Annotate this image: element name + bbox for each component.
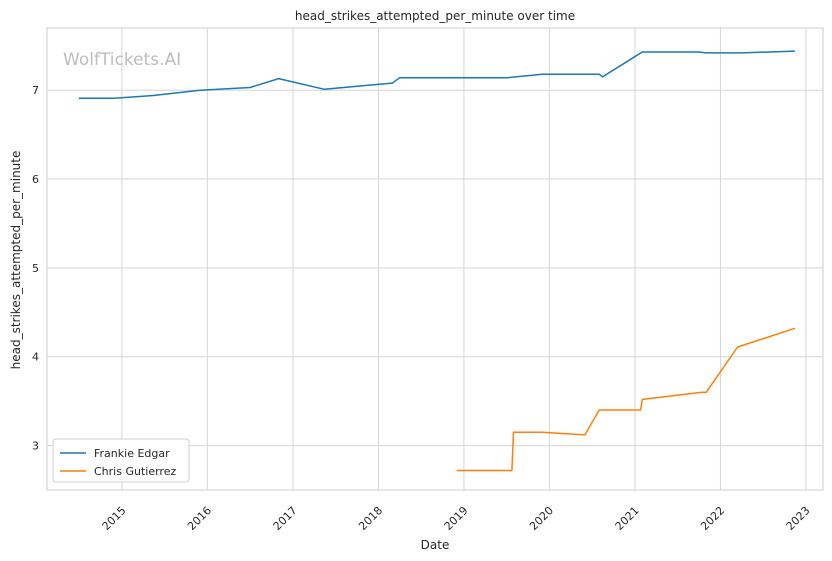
legend-label-chris-gutierrez: Chris Gutierrez (94, 465, 176, 478)
series-line-chris-gutierrez (456, 327, 796, 472)
series-line-frankie-edgar (78, 50, 795, 99)
x-tick-label: 2017 (271, 504, 300, 533)
y-tick-label: 5 (32, 262, 39, 275)
grid-lines (47, 28, 823, 490)
x-tick-label: 2016 (185, 504, 214, 533)
x-tick-labels: 2015 2016 2017 2018 2019 2020 2021 2022 2023 (100, 504, 813, 533)
legend: Frankie Edgar Chris Gutierrez (52, 438, 190, 483)
y-tick-label: 6 (32, 173, 39, 186)
x-tick-label: 2021 (613, 504, 642, 533)
x-tick-label: 2015 (100, 504, 129, 533)
plot-area (46, 27, 824, 491)
y-tick-label: 7 (32, 84, 39, 97)
x-tick-label: 2023 (784, 504, 813, 533)
y-tick-label: 3 (32, 440, 39, 453)
x-tick-label: 2022 (698, 504, 727, 533)
y-tick-label: 4 (32, 351, 39, 364)
x-axis-title: Date (421, 538, 450, 552)
y-axis-title: head_strikes_attempted_per_minute (9, 151, 23, 370)
watermark-text: WolfTickets.AI (63, 50, 181, 70)
chart-title: head_strikes_attempted_per_minute over t… (295, 9, 575, 23)
x-tick-label: 2020 (527, 504, 556, 533)
series-layer (78, 50, 796, 472)
y-tick-labels: 3 4 5 6 7 (32, 84, 39, 452)
legend-box (52, 438, 190, 483)
legend-label-frankie-edgar: Frankie Edgar (94, 447, 170, 460)
x-tick-label: 2019 (442, 504, 471, 533)
x-tick-label: 2018 (356, 504, 385, 533)
